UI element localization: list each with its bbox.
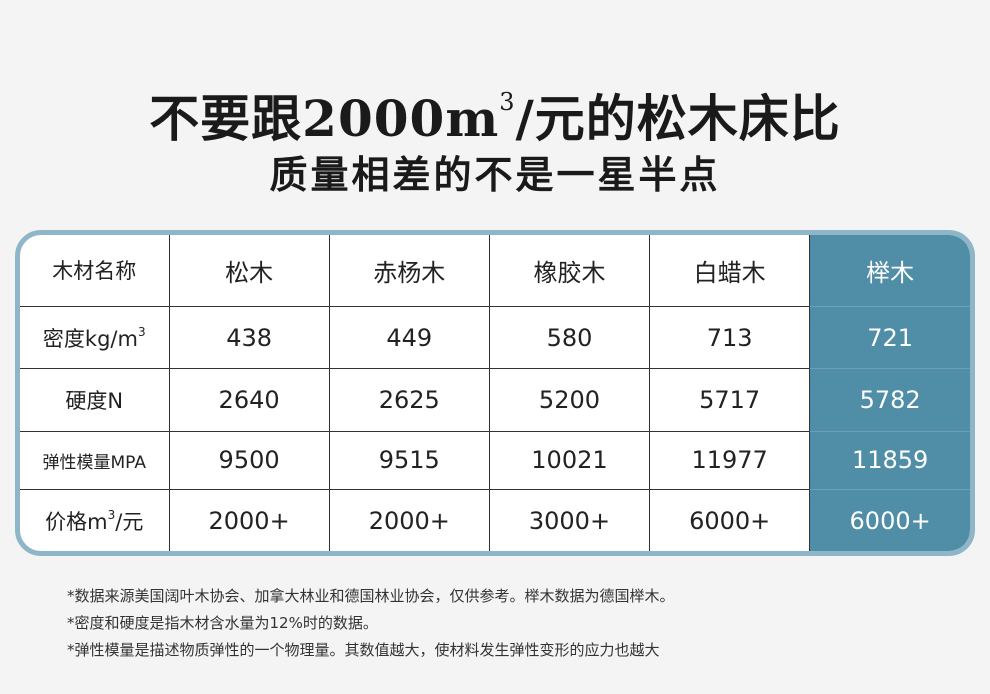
table-cell: 11977 xyxy=(649,430,811,491)
row-label-text: 价格m xyxy=(45,509,108,534)
wood-comparison-table: 木材名称 松木 赤杨木 橡胶木 白蜡木 榉木 密度kg/m3 438 449 5… xyxy=(20,235,970,551)
footnote-source: *数据来源美国阔叶木协会、加拿大林业和德国林业协会，仅供参考。榉木数据为德国榉木… xyxy=(67,587,675,605)
header-wood: 白蜡木 xyxy=(649,235,811,307)
table-cell: 2625 xyxy=(328,368,490,432)
row-label-hardness: 硬度N xyxy=(20,368,170,432)
table-cell: 10021 xyxy=(488,430,651,491)
table-cell: 9515 xyxy=(328,430,490,491)
table-cell: 713 xyxy=(649,305,811,370)
header-wood: 橡胶木 xyxy=(488,235,651,307)
table-cell: 2640 xyxy=(168,368,330,432)
table-cell-highlight: 11859 xyxy=(809,430,970,491)
row-label-elastic-modulus: 弹性模量MPA xyxy=(20,430,170,491)
page-title: 不要跟2000m3/元的松木床比 xyxy=(0,70,990,151)
title-prefix: 不要跟2000m xyxy=(149,89,500,148)
table-cell-highlight: 721 xyxy=(809,305,970,370)
row-label-superscript: 3 xyxy=(107,507,116,522)
page-subtitle: 质量相差的不是一星半点 xyxy=(269,152,721,197)
table-cell: 438 xyxy=(168,305,330,370)
header-wood: 赤杨木 xyxy=(328,235,490,307)
row-label-density: 密度kg/m3 xyxy=(20,305,170,370)
table-row: 价格m3/元 2000+ 2000+ 3000+ 6000+ 6000+ xyxy=(20,489,970,551)
table-row: 密度kg/m3 438 449 580 713 721 xyxy=(20,305,970,370)
header-wood: 松木 xyxy=(168,235,330,307)
table-cell-highlight: 6000+ xyxy=(809,489,970,551)
row-label-price: 价格m3/元 xyxy=(20,489,170,551)
table-cell: 6000+ xyxy=(649,489,811,551)
header-wood-highlight: 榉木 xyxy=(809,235,970,307)
footnotes: *数据来源美国阔叶木协会、加拿大林业和德国林业协会，仅供参考。榉木数据为德国榉木… xyxy=(67,583,675,664)
row-label-text: 密度kg/m xyxy=(42,326,138,351)
table-cell-highlight: 5782 xyxy=(809,368,970,432)
table-cell: 580 xyxy=(488,305,651,370)
table-cell: 3000+ xyxy=(488,489,651,551)
table-row: 弹性模量MPA 9500 9515 10021 11977 11859 xyxy=(20,430,970,491)
table-cell: 449 xyxy=(328,305,490,370)
table-cell: 2000+ xyxy=(168,489,330,551)
header-label: 木材名称 xyxy=(20,235,170,307)
table-header-row: 木材名称 松木 赤杨木 橡胶木 白蜡木 榉木 xyxy=(20,235,970,307)
table-cell: 5200 xyxy=(488,368,651,432)
table-cell: 9500 xyxy=(168,430,330,491)
table-cell: 2000+ xyxy=(328,489,490,551)
row-label-suffix: /元 xyxy=(115,509,144,534)
comparison-table-frame: 木材名称 松木 赤杨木 橡胶木 白蜡木 榉木 密度kg/m3 438 449 5… xyxy=(15,230,975,556)
table-cell: 5717 xyxy=(649,368,811,432)
row-label-superscript: 3 xyxy=(137,324,146,339)
footnote-moisture: *密度和硬度是指木材含水量为12%时的数据。 xyxy=(67,614,378,632)
title-superscript: 3 xyxy=(499,88,516,116)
title-suffix: /元的松木床比 xyxy=(515,89,841,148)
table-row: 硬度N 2640 2625 5200 5717 5782 xyxy=(20,368,970,432)
footnote-elastic-modulus: *弹性模量是描述物质弹性的一个物理量。其数值越大，使材料发生弹性变形的应力也越大 xyxy=(67,641,660,659)
